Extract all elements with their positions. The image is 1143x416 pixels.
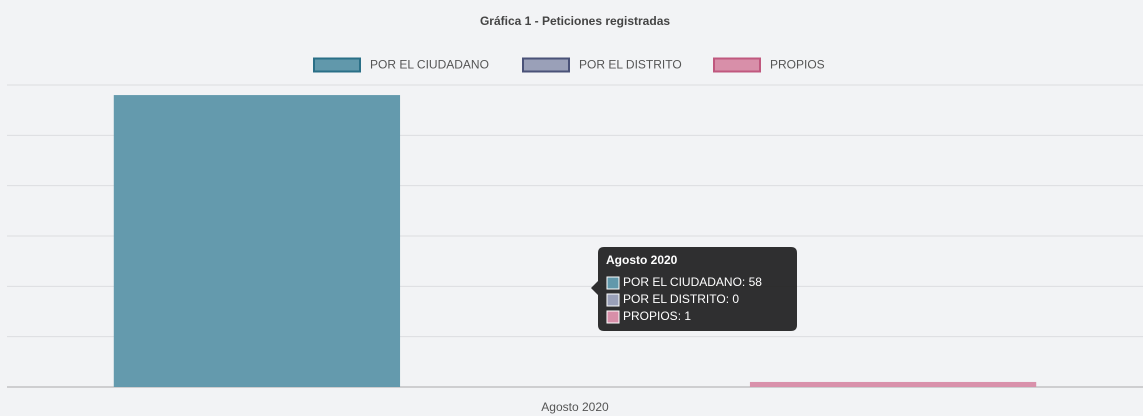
tooltip-swatch: [606, 293, 620, 307]
tooltip-value: 58: [749, 275, 763, 289]
tooltip-series-name: POR EL DISTRITO: [623, 292, 726, 306]
tooltip-entry: PROPIOS: 1: [623, 309, 691, 323]
tooltip-value: 0: [732, 292, 739, 306]
legend-label: POR EL CIUDADANO: [370, 58, 489, 72]
bar: [113, 95, 401, 388]
x-tick-label: Agosto 2020: [541, 400, 609, 414]
tooltip-entry: POR EL CIUDADANO: 58: [623, 275, 762, 289]
tooltip-swatch: [606, 310, 620, 324]
legend-swatch: [713, 57, 761, 73]
tooltip-separator: :: [742, 275, 749, 289]
tooltip-separator: :: [726, 292, 733, 306]
tooltip-entry: POR EL DISTRITO: 0: [623, 292, 739, 306]
tooltip-title: Agosto 2020: [606, 253, 678, 267]
tooltip-series-name: POR EL CIUDADANO: [623, 275, 742, 289]
legend-label: PROPIOS: [770, 58, 825, 72]
legend-swatch: [313, 57, 361, 73]
tooltip-separator: :: [678, 309, 685, 323]
bar: [749, 381, 1037, 387]
tooltip-box: [591, 247, 797, 331]
legend-swatch: [522, 57, 570, 73]
tooltip-swatch: [606, 276, 620, 290]
tooltip: Agosto 2020 POR EL CIUDADANO: 58 POR EL DI…: [591, 247, 797, 331]
chart-title: Gráfica 1 - Peticiones registradas: [480, 14, 670, 28]
tooltip-series-name: PROPIOS: [623, 309, 678, 323]
tooltip-value: 1: [684, 309, 691, 323]
legend-label: POR EL DISTRITO: [579, 58, 682, 72]
